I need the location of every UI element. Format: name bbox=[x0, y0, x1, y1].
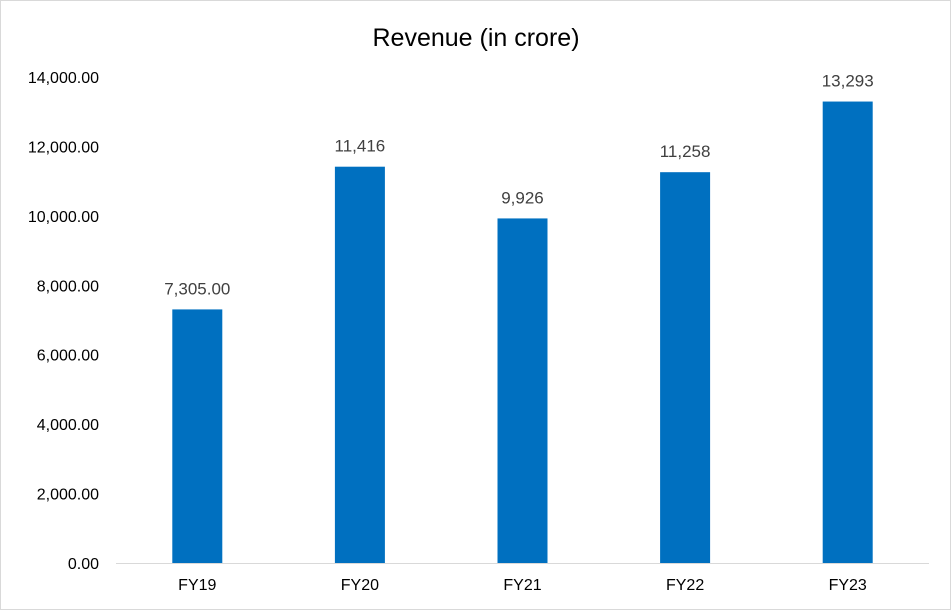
data-label-fy23: 13,293 bbox=[822, 72, 874, 91]
y-axis: 0.00 2,000.00 4,000.00 6,000.00 8,000.00 10,0… bbox=[28, 70, 99, 573]
y-tick-label: 10,000.00 bbox=[28, 209, 99, 226]
x-tick-label: FY20 bbox=[341, 577, 379, 594]
y-tick-label: 6,000.00 bbox=[37, 348, 99, 365]
bar-fy23 bbox=[822, 101, 873, 563]
data-labels: 7,305.00 11,416 9,926 11,258 13,293 bbox=[164, 72, 873, 299]
y-tick-label: 2,000.00 bbox=[37, 487, 99, 504]
chart-title: Revenue (in crore) bbox=[372, 24, 579, 52]
x-tick-label: FY23 bbox=[829, 577, 867, 594]
y-tick-label: 8,000.00 bbox=[37, 278, 99, 295]
x-axis: FY19 FY20 FY21 FY22 FY23 bbox=[178, 577, 867, 594]
y-tick-label: 12,000.00 bbox=[28, 139, 99, 156]
y-tick-label: 0.00 bbox=[68, 556, 99, 573]
bar-fy19 bbox=[172, 309, 223, 563]
y-tick-label: 4,000.00 bbox=[37, 417, 99, 434]
x-tick-label: FY19 bbox=[178, 577, 216, 594]
data-label-fy20: 11,416 bbox=[335, 137, 386, 156]
bar-fy22 bbox=[660, 172, 711, 563]
bar-fy21 bbox=[497, 218, 548, 563]
data-label-fy22: 11,258 bbox=[660, 142, 711, 161]
x-tick-label: FY21 bbox=[503, 577, 541, 594]
x-tick-label: FY22 bbox=[666, 577, 704, 594]
y-tick-label: 14,000.00 bbox=[28, 70, 99, 87]
bar-series bbox=[172, 101, 873, 563]
bar-fy20 bbox=[334, 166, 385, 563]
data-label-fy21: 9,926 bbox=[501, 188, 544, 207]
data-label-fy19: 7,305.00 bbox=[164, 279, 230, 298]
